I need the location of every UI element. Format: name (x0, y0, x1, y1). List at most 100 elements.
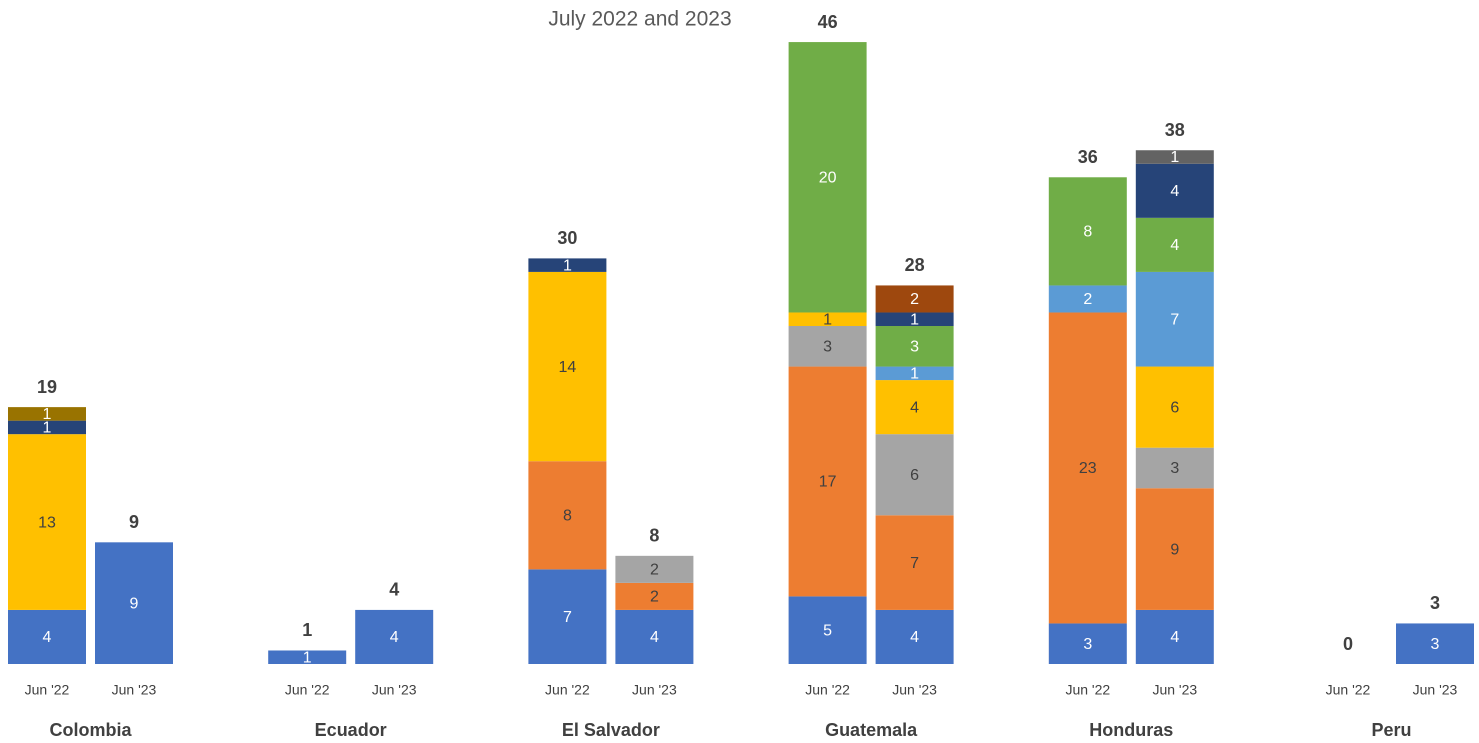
bar-segment (1396, 623, 1474, 664)
x-tick-label: Jun '23 (112, 682, 157, 698)
bar-segment (528, 258, 607, 272)
total-label: 0 (1343, 634, 1353, 654)
bar-segment (528, 271, 607, 462)
segment-label: 4 (650, 629, 659, 646)
chart-title: July 2022 and 2023 (548, 8, 731, 31)
segment-label: 13 (38, 514, 56, 531)
bar-segment (1135, 447, 1214, 489)
bar-segment (1135, 271, 1214, 367)
bar-segment (355, 609, 434, 664)
segment-label: 1 (43, 420, 52, 437)
group-label: El Salvador (562, 720, 660, 740)
segment-label: 4 (910, 399, 919, 416)
x-tick-label: Jun '22 (285, 682, 330, 698)
bar-segment (1135, 488, 1214, 610)
bar-segment (788, 312, 867, 326)
bar-segment (875, 285, 954, 313)
total-label: 46 (818, 12, 838, 32)
bar-segment (1048, 177, 1127, 286)
segment-label: 3 (823, 338, 832, 355)
segment-label: 14 (559, 359, 577, 376)
bar-segment (875, 515, 954, 610)
bar-segment (1048, 623, 1127, 664)
bar-segment (875, 609, 954, 664)
x-tick-label: Jun '22 (805, 682, 850, 698)
bar-segment (615, 609, 694, 664)
segment-label: 4 (390, 629, 399, 646)
segment-label: 3 (1083, 636, 1092, 653)
total-label: 3 (1430, 593, 1440, 613)
bar-segment (875, 434, 954, 516)
bar-segment (1135, 609, 1214, 664)
segment-label: 6 (910, 467, 919, 484)
segment-label: 3 (1431, 636, 1440, 653)
segment-label: 2 (1083, 291, 1092, 308)
bar-segment (788, 366, 867, 597)
segment-label: 1 (1170, 149, 1179, 166)
segment-label: 4 (1170, 237, 1179, 254)
segment-label: 1 (910, 311, 919, 328)
x-tick-label: Jun '23 (1152, 682, 1197, 698)
bar-segment (1048, 285, 1127, 313)
group-label: Ecuador (315, 720, 387, 740)
total-label: 28 (905, 255, 925, 275)
bar-segment (875, 312, 954, 326)
segment-label: 17 (819, 474, 837, 491)
segment-label: 3 (910, 338, 919, 355)
segment-label: 4 (910, 629, 919, 646)
total-label: 9 (129, 512, 139, 532)
segment-label: 4 (1170, 183, 1179, 200)
group-label: Peru (1371, 720, 1411, 740)
bar-segment (1135, 366, 1214, 448)
x-tick-label: Jun '22 (1065, 682, 1110, 698)
segment-label: 8 (563, 507, 572, 524)
bar-segment (615, 582, 694, 610)
total-label: 8 (649, 526, 659, 546)
total-label: 19 (37, 377, 57, 397)
bar-segment (95, 542, 173, 664)
total-label: 36 (1078, 147, 1098, 167)
segment-label: 9 (1170, 541, 1179, 558)
x-tick-label: Jun '22 (545, 682, 590, 698)
segment-label: 5 (823, 622, 832, 639)
bar-segment (268, 650, 347, 664)
x-tick-label: Jun '23 (1413, 682, 1458, 698)
bar-segment (528, 569, 607, 664)
bar-segment (528, 461, 607, 570)
segment-label: 1 (43, 406, 52, 423)
segment-label: 6 (1170, 399, 1179, 416)
x-tick-label: Jun '23 (372, 682, 417, 698)
bar-segment (8, 407, 86, 421)
bar-segment (875, 380, 954, 435)
bar-segment (8, 434, 86, 610)
bar-segment (1135, 163, 1214, 218)
segment-label: 2 (910, 291, 919, 308)
bar-segment (875, 326, 954, 367)
segment-label: 23 (1079, 460, 1097, 477)
segment-label: 4 (43, 629, 52, 646)
segment-label: 7 (563, 609, 572, 626)
segment-label: 1 (910, 366, 919, 383)
segment-label: 2 (650, 562, 659, 579)
group-label: Guatemala (825, 720, 918, 740)
bar-segment (8, 609, 86, 664)
bar-segment (615, 555, 694, 583)
total-label: 38 (1165, 120, 1185, 140)
segment-label: 1 (303, 649, 312, 666)
x-tick-label: Jun '22 (25, 682, 70, 698)
x-tick-label: Jun '23 (892, 682, 937, 698)
bar-segment (788, 326, 867, 367)
group-label: Colombia (49, 720, 132, 740)
segment-label: 20 (819, 169, 837, 186)
total-label: 1 (302, 620, 312, 640)
bar-segment (1135, 150, 1214, 164)
segment-label: 1 (823, 311, 832, 328)
bar-segment (1135, 217, 1214, 272)
bar-segment (788, 596, 867, 664)
segment-label: 4 (1170, 629, 1179, 646)
segment-label: 9 (130, 595, 139, 612)
segment-label: 2 (650, 589, 659, 606)
bar-segment (788, 42, 867, 313)
group-label: Honduras (1089, 720, 1173, 740)
